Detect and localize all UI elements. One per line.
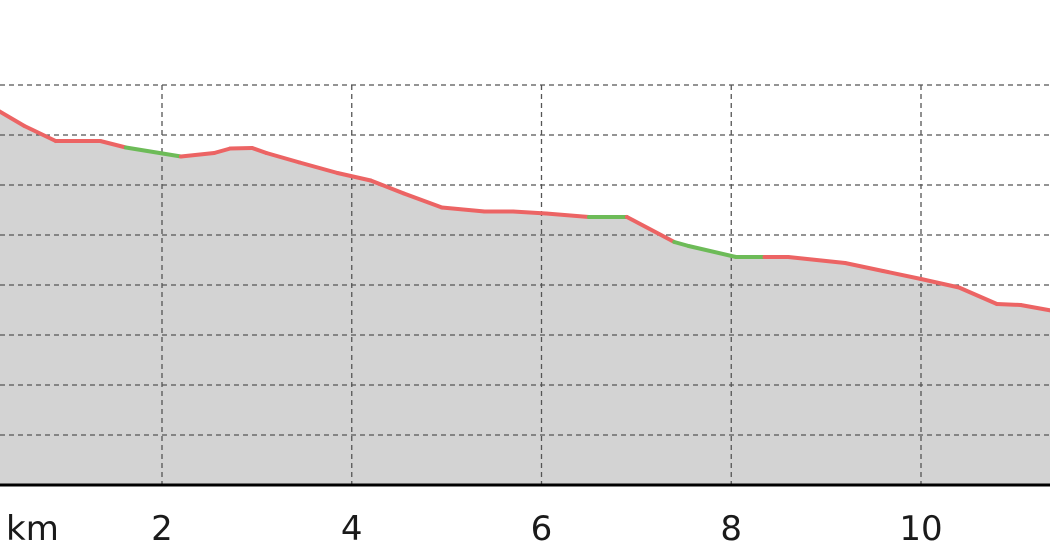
profile-segment-climb: [919, 277, 961, 290]
profile-segment-climb: [786, 255, 848, 265]
profile-segment-climb: [439, 205, 487, 214]
profile-segment-climb: [212, 146, 233, 155]
profile-segment-climb: [0, 109, 27, 128]
x-tick-label: 2: [151, 509, 173, 549]
profile-segment-climb: [264, 151, 302, 165]
profile-segment-climb: [994, 302, 1023, 307]
profile-segment-climb: [624, 215, 677, 244]
x-tick-label: 4: [341, 509, 363, 549]
profile-segment-climb: [250, 146, 269, 155]
profile-line-layer: [0, 109, 1050, 313]
profile-segment-climb: [98, 139, 128, 150]
x-tick-label: 8: [720, 509, 742, 549]
x-axis-unit-label: km: [6, 509, 59, 549]
profile-segment-climb: [511, 209, 549, 216]
profile-segment-climb: [544, 211, 591, 219]
profile-segment-climb: [957, 285, 999, 306]
profile-segment-climb: [401, 191, 444, 210]
profile-segment-climb: [1018, 303, 1050, 313]
profile-segment-climb: [843, 261, 885, 273]
x-tick-label: 10: [899, 509, 942, 549]
profile-segment-flat: [672, 240, 691, 248]
profile-segment-climb: [179, 151, 217, 159]
profile-segment-flat: [123, 145, 183, 159]
profile-segment-climb: [368, 178, 406, 196]
grid-layer: [0, 84, 1050, 485]
profile-segment-flat: [686, 244, 738, 259]
x-tick-label: 6: [531, 509, 553, 549]
profile-segment-climb: [881, 269, 923, 281]
profile-segment-climb: [335, 171, 373, 183]
profile-segment-climb: [22, 124, 58, 143]
profile-segment-climb: [297, 160, 340, 175]
elevation-area-fill: [0, 111, 1050, 485]
profile-segment-climb: [228, 146, 255, 151]
area-layer: [0, 111, 1050, 485]
x-tick-labels: km 2 4 6 8 10: [6, 509, 943, 549]
